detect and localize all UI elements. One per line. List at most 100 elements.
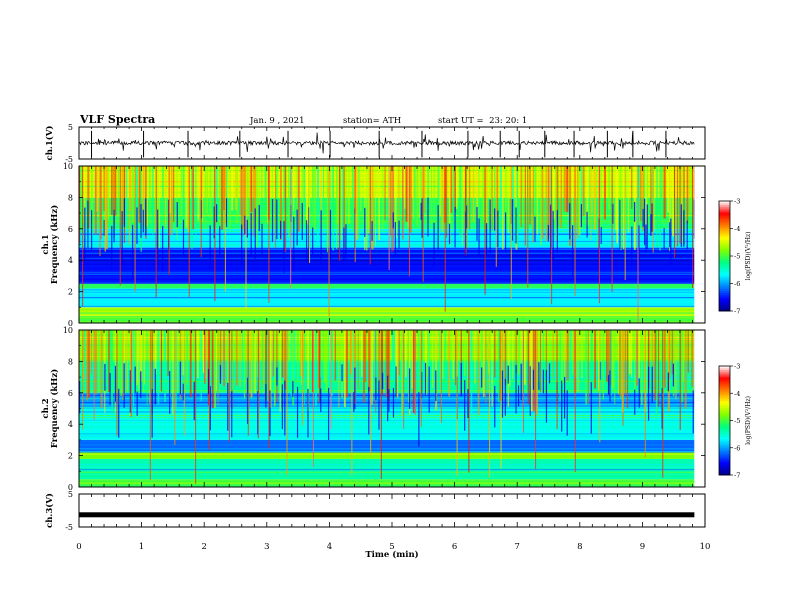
sferic-streak	[250, 330, 253, 398]
sferic-streak	[80, 166, 83, 233]
bright-streak	[574, 330, 576, 473]
colorbar-cell	[719, 433, 730, 436]
sferic-streak	[541, 166, 544, 240]
spectrogram-band	[79, 408, 695, 440]
sferic-streak	[520, 330, 522, 386]
sferic-streak	[131, 166, 134, 222]
sferic-streak	[659, 166, 661, 251]
dark-streak	[692, 390, 694, 434]
dark-streak	[271, 198, 274, 242]
dark-streak	[643, 198, 646, 246]
colorbar-cell	[719, 449, 730, 452]
colorbar-cell	[719, 371, 730, 374]
dark-streak	[307, 388, 309, 438]
sferic-streak	[225, 166, 228, 212]
colorbar-cell	[719, 224, 730, 228]
dark-streak	[669, 222, 671, 248]
spectrogram-line	[79, 448, 695, 450]
dark-streak	[532, 369, 535, 390]
bright-streak	[119, 166, 121, 286]
sferic-streak	[175, 330, 177, 410]
colorbar-cell	[719, 464, 730, 467]
colorbar-cell	[719, 263, 730, 266]
sferic-streak	[117, 166, 120, 223]
colorbar-cell	[719, 382, 730, 385]
sferic-streak	[651, 166, 654, 220]
sferic-streak	[109, 330, 112, 402]
sferic-streak	[135, 166, 137, 220]
dark-streak	[467, 389, 469, 418]
sferic-streak	[446, 166, 448, 238]
x-tick-label: 5	[389, 542, 394, 552]
spectrogram-line	[79, 203, 695, 204]
dark-streak	[142, 209, 144, 233]
colorbar-cell	[719, 400, 730, 403]
dark-streak	[179, 361, 181, 395]
colorbar-cell	[719, 279, 730, 283]
bright-streak	[301, 330, 303, 426]
sferic-streak	[404, 166, 406, 209]
sferic-streak	[197, 330, 199, 378]
spectrogram-line	[79, 268, 695, 269]
sferic-streak	[515, 330, 517, 374]
sferic-streak	[594, 330, 597, 389]
colorbar-cell	[719, 402, 730, 405]
sferic-streak	[290, 330, 292, 397]
sferic-streak	[391, 330, 393, 382]
sferic-streak	[253, 166, 255, 237]
sferic-streak	[452, 330, 455, 379]
sferic-streak	[239, 166, 241, 216]
sferic-streak	[343, 166, 345, 249]
dark-streak	[258, 205, 260, 232]
sferic-streak	[94, 166, 97, 235]
sferic-streak	[476, 166, 479, 218]
sferic-streak	[187, 166, 190, 233]
sferic-streak	[323, 166, 324, 216]
sferic-streak	[152, 166, 154, 235]
bright-streak	[174, 330, 176, 446]
spectrogram-line	[79, 451, 695, 452]
sferic-streak	[454, 166, 457, 212]
dark-streak	[651, 366, 653, 403]
dark-streak	[392, 388, 395, 418]
sferic-streak	[193, 330, 195, 376]
sferic-streak	[596, 166, 598, 247]
y-tick-label: 10	[63, 326, 73, 335]
sferic-streak	[154, 166, 156, 233]
bright-streak	[130, 330, 132, 417]
sferic-streak	[550, 166, 552, 209]
dark-streak	[552, 210, 554, 261]
sferic-streak	[573, 330, 576, 393]
bright-streak	[168, 166, 170, 275]
sferic-streak	[100, 330, 103, 409]
colorbar-cell	[719, 305, 730, 308]
sferic-streak	[177, 330, 179, 392]
sferic-streak	[692, 330, 694, 411]
dark-streak	[320, 210, 322, 264]
sferic-streak	[158, 166, 160, 249]
x-axis-label: Time (min)	[365, 549, 418, 560]
spectrogram-line	[79, 289, 695, 291]
sferic-streak	[414, 166, 416, 228]
sferic-streak	[351, 166, 354, 232]
sferic-streak	[512, 330, 514, 380]
sferic-streak	[547, 166, 550, 239]
colorbar-cell	[719, 250, 730, 253]
sferic-streak	[283, 166, 286, 210]
sferic-streak	[552, 166, 555, 220]
dark-streak	[280, 220, 282, 239]
colorbar-cell	[719, 375, 730, 378]
sferic-streak	[354, 330, 357, 405]
dark-streak	[680, 204, 682, 248]
sferic-streak	[154, 330, 157, 374]
sferic-streak	[337, 166, 339, 224]
sferic-streak	[327, 330, 329, 397]
sferic-streak	[607, 330, 609, 396]
x-tick-label: 2	[201, 542, 206, 552]
sferic-streak	[284, 330, 287, 390]
sferic-streak	[683, 166, 685, 245]
spectrogram-line	[79, 297, 695, 299]
bright-streak	[380, 330, 382, 479]
dark-streak	[489, 199, 491, 254]
sferic-streak	[301, 166, 304, 224]
